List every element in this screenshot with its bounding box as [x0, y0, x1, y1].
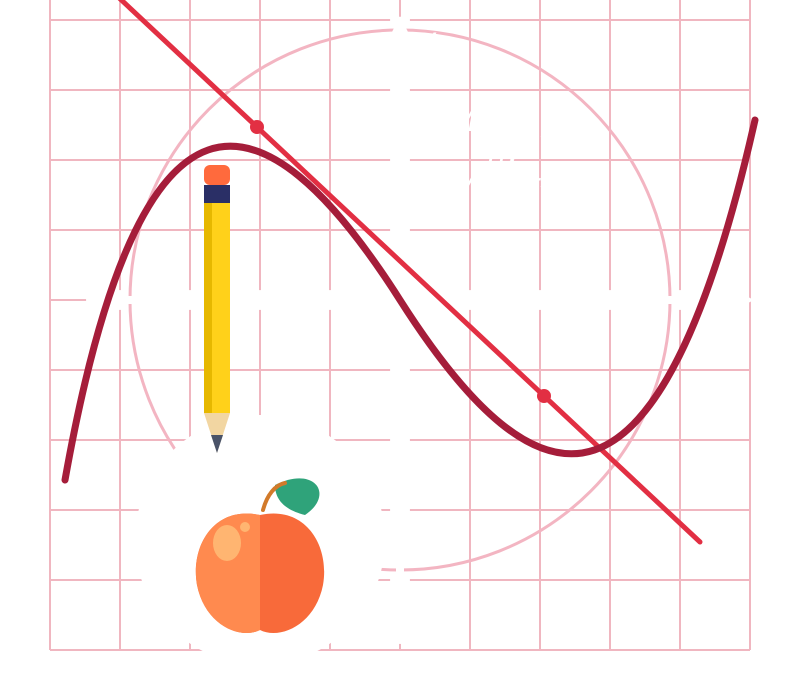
formula-fraction: dx dy	[482, 144, 526, 210]
apple-svg	[135, 415, 385, 665]
x-axis-label-text: x	[760, 256, 775, 289]
apple-badge	[135, 415, 385, 665]
pencil-icon	[200, 165, 234, 465]
y-axis-label-text: y	[420, 22, 435, 55]
formula-line2: y dx dy -x	[450, 144, 568, 210]
fraction-numerator: dx	[482, 144, 526, 178]
math-diagram: y x M = (x,y) y dx dy -x	[0, 0, 800, 692]
fraction-denominator: dy	[482, 178, 526, 210]
formula-pre: y	[461, 161, 476, 194]
formula-line1: M = (x,y)	[450, 105, 568, 138]
y-axis-label: y	[420, 22, 435, 56]
formula-block: M = (x,y) y dx dy -x	[450, 105, 568, 210]
pencil-svg	[200, 165, 234, 465]
formula-post: -x	[532, 161, 557, 194]
x-axis-label: x	[760, 256, 775, 290]
plot-svg	[0, 0, 800, 692]
